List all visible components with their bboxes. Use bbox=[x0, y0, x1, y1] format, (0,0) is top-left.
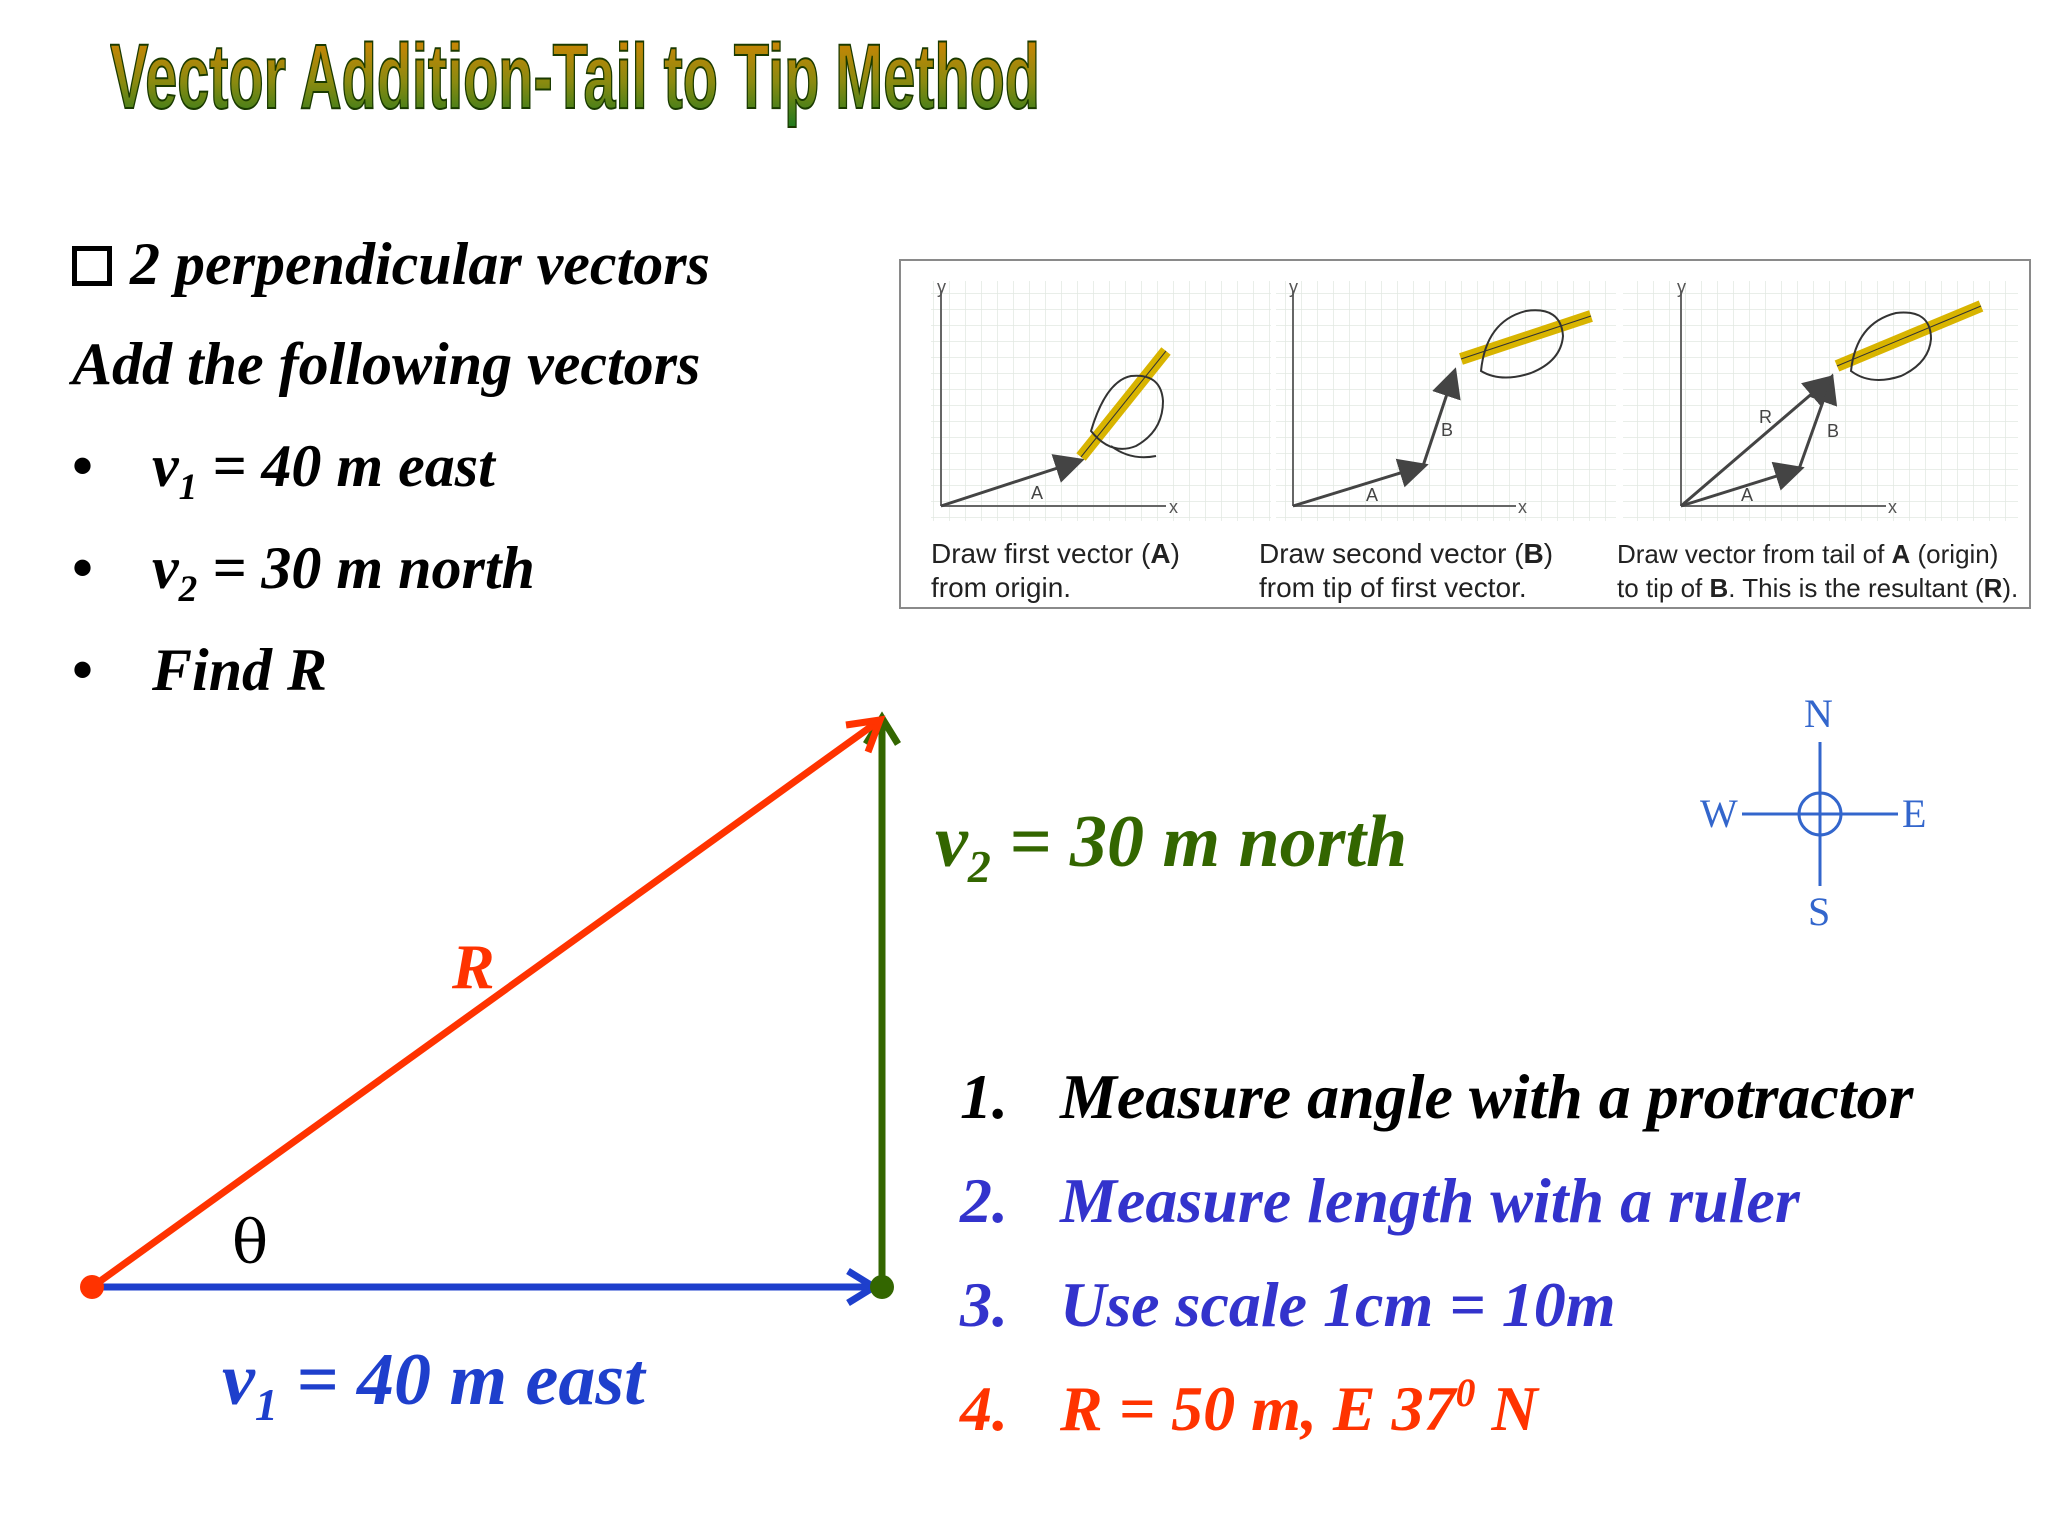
panel-3-a-label: A bbox=[1741, 485, 1753, 505]
panel-3-x-label: x bbox=[1888, 497, 1897, 517]
panel-1-x-label: x bbox=[1169, 497, 1178, 517]
bullet-heading: 2 perpendicular vectors bbox=[72, 230, 710, 299]
panel-1-axes bbox=[940, 291, 1166, 507]
panel-3-hand-pencil-icon bbox=[1834, 300, 1984, 381]
caption-panel-1: Draw first vector (A) from origin. bbox=[931, 538, 1180, 603]
panel-2-axes bbox=[1292, 291, 1516, 507]
vector-v1-arrowhead bbox=[846, 1268, 881, 1306]
tail-to-tip-figure: y x A y x A B y x bbox=[899, 259, 2031, 609]
caption-panel-3: Draw vector from tail of A (origin) to t… bbox=[1617, 539, 2019, 603]
compass-south: S bbox=[1808, 889, 1831, 934]
bullet-item-v2: • v2 = 30 m north bbox=[72, 535, 535, 611]
panel-2-x-label: x bbox=[1518, 497, 1527, 517]
origin-point bbox=[80, 1275, 104, 1299]
checkbox-bullet-icon bbox=[72, 246, 112, 286]
bullet-dot-icon: • bbox=[72, 433, 94, 499]
resultant-label: R bbox=[452, 931, 495, 1002]
panel-1-hand-pencil-icon bbox=[1076, 347, 1171, 461]
panel-2-hand-pencil-icon bbox=[1459, 309, 1593, 379]
theta-label: θ bbox=[232, 1208, 269, 1278]
panel-3-vector-r bbox=[1680, 375, 1834, 508]
panel-3-b-label: B bbox=[1827, 421, 1839, 441]
bullet-intro: Add the following vectors bbox=[72, 331, 701, 397]
v2-label: v2 = 30 m north bbox=[935, 801, 1408, 893]
panel-1-a-label: A bbox=[1031, 483, 1043, 503]
compass-east: E bbox=[1902, 791, 1927, 836]
step-2: 2. Measure length with a ruler bbox=[960, 1165, 1800, 1236]
slide-title-text: Vector Addition-Tail to Tip Method bbox=[110, 26, 1040, 128]
v1-label: v1 = 40 m east bbox=[222, 1339, 645, 1431]
step-1: 1. Measure angle with a protractor bbox=[960, 1061, 1914, 1132]
bullet-dot-icon: • bbox=[72, 535, 94, 601]
resultant-r-arrowhead bbox=[845, 715, 886, 754]
panel-2-vector-b bbox=[1421, 367, 1461, 467]
panel-2-b-label: B bbox=[1441, 420, 1453, 440]
compass-north: N bbox=[1804, 691, 1833, 736]
bullet-item-v1: • v1 = 40 m east bbox=[72, 433, 495, 509]
panel-3-r-label: R bbox=[1759, 407, 1772, 427]
panel-2-y-label: y bbox=[1289, 277, 1298, 297]
compass-west: W bbox=[1700, 791, 1738, 836]
panel-3-axes bbox=[1680, 291, 1886, 507]
panel-2-a-label: A bbox=[1366, 485, 1378, 505]
panel-3-vector-a bbox=[1680, 461, 1805, 508]
panel-3-y-label: y bbox=[1677, 277, 1686, 297]
step-4: 4. R = 50 m, E 370 N bbox=[960, 1371, 1538, 1444]
step-3: 3. Use scale 1cm = 10m bbox=[960, 1269, 1616, 1340]
slide-title: Vector Addition-Tail to Tip Method bbox=[110, 12, 1070, 142]
vector-v2-arrowhead bbox=[863, 711, 901, 746]
panel-1-vector-a bbox=[940, 454, 1085, 508]
bullet-dot-icon: • bbox=[72, 637, 94, 703]
caption-panel-2: Draw second vector (B) from tip of first… bbox=[1259, 538, 1554, 603]
bullet-item-find-r: • Find R bbox=[72, 637, 328, 703]
compass-rose: N S E W bbox=[1690, 690, 1950, 940]
resultant-r-line bbox=[89, 720, 879, 1290]
panel-1-y-label: y bbox=[937, 277, 946, 297]
panel-2-vector-a bbox=[1292, 458, 1429, 508]
v1-tip-point bbox=[870, 1275, 894, 1299]
